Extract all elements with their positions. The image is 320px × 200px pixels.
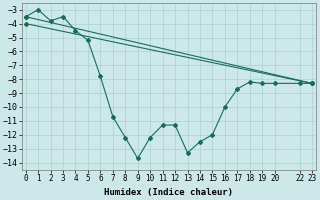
X-axis label: Humidex (Indice chaleur): Humidex (Indice chaleur) bbox=[104, 188, 233, 197]
